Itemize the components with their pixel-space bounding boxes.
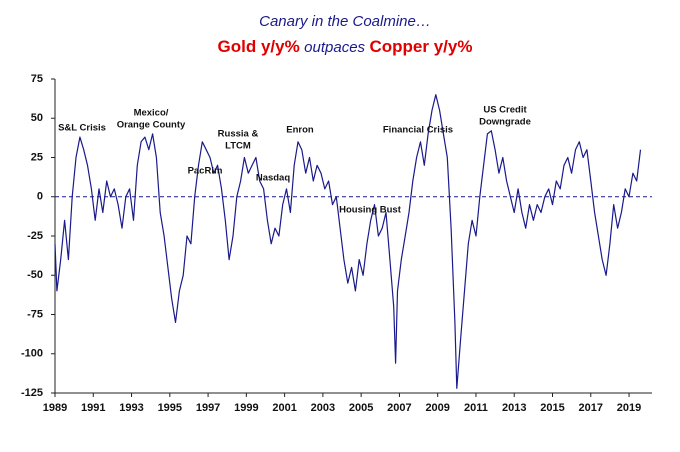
y-tick-label: -25 bbox=[27, 230, 43, 242]
x-tick-label: 1997 bbox=[196, 402, 220, 414]
annotation: Enron bbox=[286, 125, 314, 136]
x-tick-label: 1991 bbox=[81, 402, 105, 414]
y-tick-label: 0 bbox=[37, 191, 43, 203]
annotation: Financial Crisis bbox=[383, 125, 453, 136]
x-tick-label: 1989 bbox=[43, 402, 67, 414]
x-tick-label: 1995 bbox=[158, 402, 182, 414]
chart-subtitle: Gold y/y% outpaces Copper y/y% bbox=[218, 37, 473, 56]
annotation: Downgrade bbox=[479, 117, 531, 128]
chart-title: Canary in the Coalmine… bbox=[259, 13, 431, 30]
x-tick-label: 2011 bbox=[464, 402, 488, 414]
y-tick-label: -125 bbox=[21, 387, 43, 399]
annotation: Orange County bbox=[117, 120, 186, 131]
y-tick-label: -50 bbox=[27, 269, 43, 281]
data-line bbox=[54, 94, 642, 389]
y-tick-label: -75 bbox=[27, 308, 43, 320]
annotation: Russia & bbox=[218, 129, 259, 140]
annotation: Housing Bust bbox=[339, 205, 402, 216]
x-tick-label: 1993 bbox=[119, 402, 143, 414]
y-tick-label: 75 bbox=[31, 73, 43, 85]
x-tick-label: 1999 bbox=[234, 402, 258, 414]
annotation: Mexico/ bbox=[134, 108, 169, 119]
y-tick-label: -100 bbox=[21, 348, 43, 360]
annotation: Nasdaq bbox=[256, 173, 291, 184]
x-tick-label: 2001 bbox=[272, 402, 296, 414]
x-tick-label: 2017 bbox=[579, 402, 603, 414]
x-tick-label: 2009 bbox=[425, 402, 449, 414]
x-tick-label: 2015 bbox=[540, 402, 564, 414]
subtitle-part: Gold y/y% bbox=[218, 37, 300, 56]
annotation: PacRim bbox=[188, 166, 223, 177]
x-tick-label: 2019 bbox=[617, 402, 641, 414]
annotation: LTCM bbox=[225, 141, 251, 152]
subtitle-part: outpaces bbox=[304, 39, 365, 56]
x-tick-label: 2007 bbox=[387, 402, 411, 414]
x-tick-label: 2003 bbox=[311, 402, 335, 414]
x-tick-label: 2005 bbox=[349, 402, 373, 414]
x-tick-label: 2013 bbox=[502, 402, 526, 414]
y-tick-label: 50 bbox=[31, 112, 43, 124]
annotation: US Credit bbox=[483, 105, 527, 116]
annotation: S&L Crisis bbox=[58, 123, 106, 134]
y-tick-label: 25 bbox=[31, 151, 43, 163]
subtitle-part: Copper y/y% bbox=[370, 37, 473, 56]
